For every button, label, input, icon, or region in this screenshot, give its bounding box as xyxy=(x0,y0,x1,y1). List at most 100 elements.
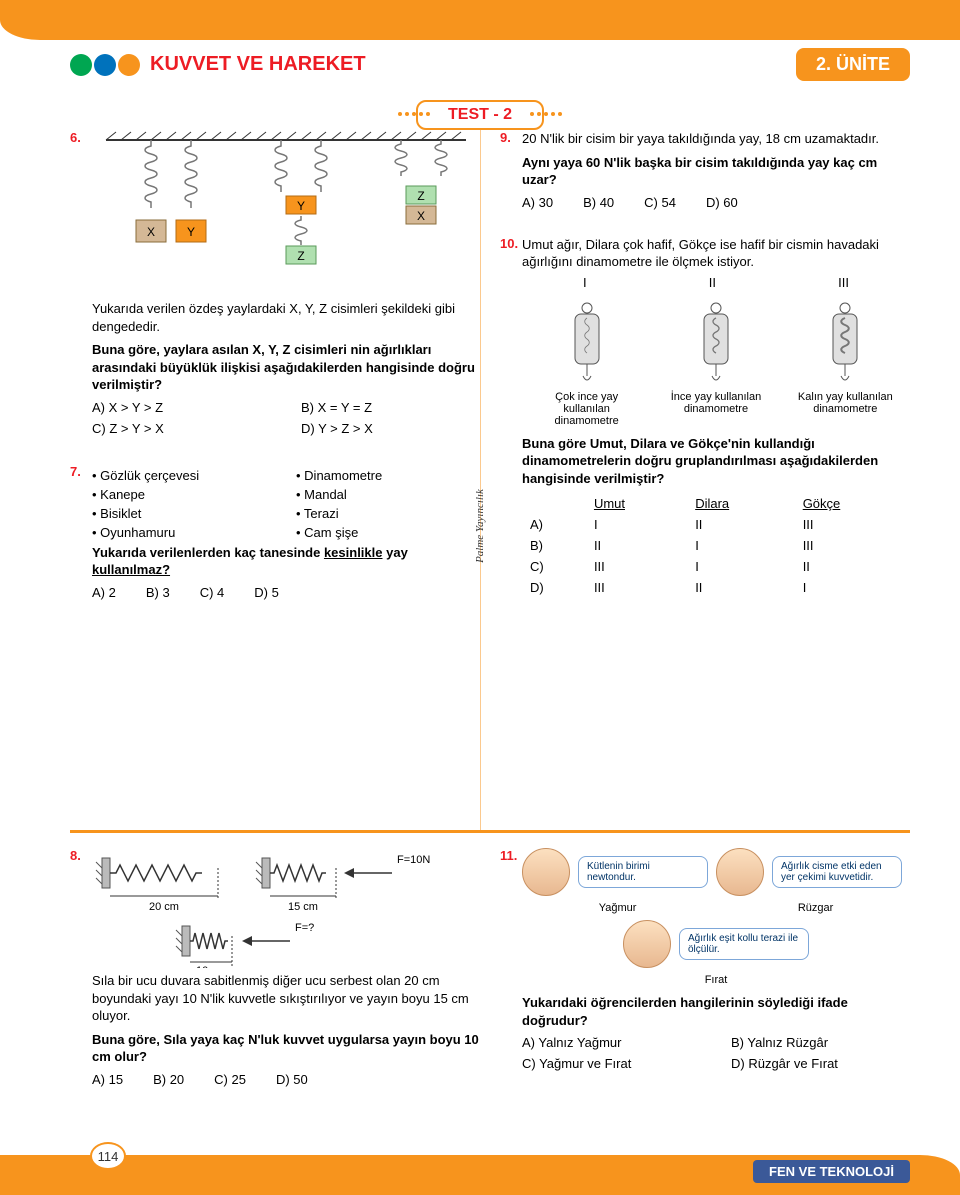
page-number: 114 xyxy=(90,1142,126,1170)
dynamometer-icon xyxy=(686,298,746,388)
question-number: 7. xyxy=(70,464,81,479)
question-number: 8. xyxy=(70,848,81,863)
option: C) Yağmur ve Fırat xyxy=(522,1056,701,1071)
test-label: TEST - 2 xyxy=(416,100,544,130)
question-7: 7. • Gözlük çerçevesi • Dinamometre • Ka… xyxy=(70,464,480,600)
table-row: C)IIIIII xyxy=(522,556,910,577)
option: B) 20 xyxy=(153,1072,184,1087)
q11-row: Kütlenin birimi newtondur. Ağırlık cisme… xyxy=(522,848,910,896)
table-row: B)IIIIII xyxy=(522,535,910,556)
q8-text1: Sıla bir ucu duvara sabitlenmiş diğer uc… xyxy=(92,972,480,1025)
option: A) 2 xyxy=(92,585,116,600)
svg-text:20 cm: 20 cm xyxy=(149,901,179,913)
question-number: 9. xyxy=(500,130,511,145)
list-item: • Cam şişe xyxy=(296,525,480,540)
list-item: • Terazi xyxy=(296,506,480,521)
table-row: A)IIIIII xyxy=(522,514,910,535)
chapter-title: KUVVET VE HAREKET xyxy=(150,53,366,76)
face-icon xyxy=(522,848,570,896)
dynamometer-icon xyxy=(557,298,617,388)
q11-text: Yukarıdaki öğrencilerden hangilerinin sö… xyxy=(522,994,910,1029)
q10-table: Umut Dilara Gökçe A)IIIIII B)IIIIII C)II… xyxy=(522,493,910,598)
q11-row: Ağırlık eşit kollu terazi ile ölçülür. xyxy=(522,920,910,968)
list-item: • Dinamometre xyxy=(296,468,480,483)
student-name: Fırat xyxy=(522,974,910,986)
svg-text:15 cm: 15 cm xyxy=(288,901,318,913)
q6-text1: Yukarıda verilen özdeş yaylardaki X, Y, … xyxy=(92,300,480,335)
dots-icon xyxy=(530,112,590,116)
bottom-content: 8. 20 cm F=10N 15 cm xyxy=(70,848,910,1087)
question-number: 10. xyxy=(500,236,518,251)
option: C) 25 xyxy=(214,1072,246,1087)
list-item: • Gözlük çerçevesi xyxy=(92,468,276,483)
q10-figure: Çok ince yay kullanılan dinamometre İnce… xyxy=(522,298,910,427)
q11-names-row: Yağmur Rüzgar xyxy=(522,902,910,914)
dynamometer-icon xyxy=(815,298,875,388)
q7-items: • Gözlük çerçevesi • Dinamometre • Kanep… xyxy=(92,468,480,540)
top-wave xyxy=(0,0,960,40)
logo-icon xyxy=(70,54,140,76)
list-item: • Kanepe xyxy=(92,487,276,502)
question-9: 9. 20 N'lik bir cisim bir yaya takıldığı… xyxy=(500,130,910,210)
q8-options: A) 15 B) 20 C) 25 D) 50 xyxy=(92,1072,480,1087)
option: B) X = Y = Z xyxy=(301,400,480,415)
option: D) Y > Z > X xyxy=(301,421,480,436)
student-name: Rüzgar xyxy=(798,902,833,914)
option: D) 5 xyxy=(254,585,279,600)
q6-figure: X Y Y Z Z X xyxy=(92,130,480,300)
q6-options: A) X > Y > Z B) X = Y = Z C) Z > Y > X D… xyxy=(92,400,480,436)
option: D) 50 xyxy=(276,1072,308,1087)
svg-text:F=?: F=? xyxy=(295,922,314,934)
option: B) 40 xyxy=(583,195,614,210)
q10-text1: Umut ağır, Dilara çok hafif, Gökçe ise h… xyxy=(522,236,910,271)
speech-bubble: Ağırlık cisme etki eden yer çekimi kuvve… xyxy=(772,856,902,888)
svg-text:10 cm: 10 cm xyxy=(196,965,226,968)
publisher-label: Palme Yayıncılık xyxy=(474,489,486,563)
svg-text:Y: Y xyxy=(187,225,195,239)
list-item: • Bisiklet xyxy=(92,506,276,521)
unit-badge: 2. ÜNİTE xyxy=(796,48,910,81)
svg-text:Z: Z xyxy=(417,189,424,203)
svg-text:Y: Y xyxy=(297,199,305,213)
svg-text:F=10N: F=10N xyxy=(397,854,430,866)
q9-text2: Aynı yaya 60 N'lik başka bir cisim takıl… xyxy=(522,154,910,189)
table-row: D)IIIIII xyxy=(522,577,910,598)
option: C) 4 xyxy=(200,585,225,600)
face-icon xyxy=(716,848,764,896)
question-number: 11. xyxy=(500,848,517,863)
q7-options: A) 2 B) 3 C) 4 D) 5 xyxy=(92,585,480,600)
footer-subject: FEN VE TEKNOLOJİ xyxy=(753,1160,910,1183)
option: C) Z > Y > X xyxy=(92,421,271,436)
question-8: 8. 20 cm F=10N 15 cm xyxy=(70,848,480,1087)
q8-text2: Buna göre, Sıla yaya kaç N'luk kuvvet uy… xyxy=(92,1031,480,1066)
section-divider xyxy=(70,830,910,833)
option: A) X > Y > Z xyxy=(92,400,271,415)
dots-icon xyxy=(370,112,430,116)
option: B) 3 xyxy=(146,585,170,600)
face-icon xyxy=(623,920,671,968)
question-11: 11. Kütlenin birimi newtondur. Ağırlık c… xyxy=(500,848,910,1087)
speech-bubble: Ağırlık eşit kollu terazi ile ölçülür. xyxy=(679,928,809,960)
option: A) 15 xyxy=(92,1072,123,1087)
header: KUVVET VE HAREKET 2. ÜNİTE xyxy=(70,48,910,81)
q11-options: A) Yalnız Yağmur B) Yalnız Rüzgâr C) Yağ… xyxy=(522,1035,910,1071)
option: A) Yalnız Yağmur xyxy=(522,1035,701,1050)
q9-options: A) 30 B) 40 C) 54 D) 60 xyxy=(522,195,910,210)
q6-text2: Buna göre, yaylara asılan X, Y, Z cisiml… xyxy=(92,341,480,394)
question-6: 6. xyxy=(70,130,480,436)
q7-prompt: Yukarıda verilenlerden kaç tanesinde kes… xyxy=(92,544,480,579)
svg-text:Z: Z xyxy=(297,249,304,263)
q9-text1: 20 N'lik bir cisim bir yaya takıldığında… xyxy=(522,130,910,148)
svg-text:X: X xyxy=(417,209,425,223)
question-10: 10. Umut ağır, Dilara çok hafif, Gökçe i… xyxy=(500,236,910,599)
q10-text2: Buna göre Umut, Dilara ve Gökçe'nin kull… xyxy=(522,435,910,488)
student-name: Yağmur xyxy=(599,902,637,914)
question-number: 6. xyxy=(70,130,81,145)
option: A) 30 xyxy=(522,195,553,210)
option: C) 54 xyxy=(644,195,676,210)
svg-text:X: X xyxy=(147,225,155,239)
list-item: • Oyunhamuru xyxy=(92,525,276,540)
speech-bubble: Kütlenin birimi newtondur. xyxy=(578,856,708,888)
option: D) 60 xyxy=(706,195,738,210)
list-item: • Mandal xyxy=(296,487,480,502)
